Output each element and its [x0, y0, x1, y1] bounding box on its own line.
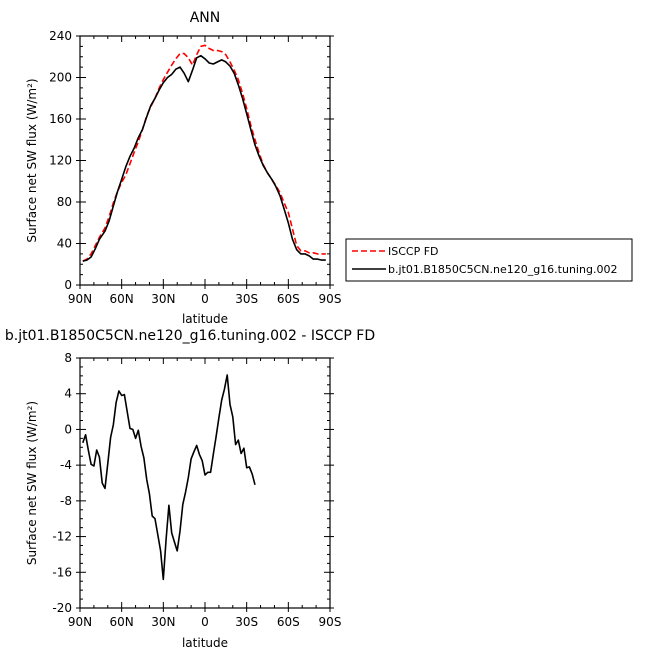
- x-tick-label: 0: [201, 615, 209, 629]
- x-tick-label: 60N: [110, 292, 134, 306]
- legend-label: b.jt01.B1850C5CN.ne120_g16.tuning.002: [388, 263, 617, 276]
- y-tick-label: -16: [52, 565, 72, 579]
- y-tick-label: 8: [64, 351, 72, 365]
- y-tick-label: 0: [64, 422, 72, 436]
- y-tick-label: -8: [60, 494, 72, 508]
- legend: ISCCP FD b.jt01.B1850C5CN.ne120_g16.tunin…: [345, 238, 633, 282]
- x-tick-label: 0: [201, 292, 209, 306]
- x-tick-label: 90N: [68, 615, 92, 629]
- x-tick-label: 60N: [110, 615, 134, 629]
- y-axis-label: Surface net SW flux (W/m²): [25, 78, 39, 242]
- x-tick-label: 30N: [151, 292, 175, 306]
- x-tick-label: 90S: [319, 615, 342, 629]
- y-tick-label: 4: [64, 387, 72, 401]
- x-axis-label: latitude: [182, 636, 228, 650]
- y-tick-label: -12: [52, 530, 72, 544]
- x-tick-label: 30S: [235, 292, 258, 306]
- series-line-1-1: [82, 44, 326, 262]
- y-tick-label: 240: [49, 29, 72, 43]
- y-tick-label: 80: [57, 195, 72, 209]
- chart-title: ANN: [190, 10, 221, 26]
- y-tick-label: -20: [52, 601, 72, 615]
- y-axis-label: Surface net SW flux (W/m²): [25, 401, 39, 565]
- y-tick-label: 40: [57, 237, 72, 251]
- series-line-2-1: [82, 374, 256, 581]
- y-tick-label: 160: [49, 112, 72, 126]
- x-tick-label: 30S: [235, 615, 258, 629]
- chart-panel-1: 90N 60N 30N 0 30S 60S 90S 0 40 80 120 160 200 240 ANN l…: [25, 10, 633, 326]
- legend-box: [345, 238, 633, 282]
- x-tick-label: 90S: [319, 292, 342, 306]
- chart-title: b.jt01.B1850C5CN.ne120_g16.tuning.002 - …: [5, 328, 375, 344]
- chart-panel-2: 90N 60N 30N 0 30S 60S 90S -20 -16 -12 -8 -4 0 4 8 b.jt0…: [5, 328, 375, 650]
- y-tick-label: -4: [60, 458, 72, 472]
- x-tick-label: 60S: [277, 615, 300, 629]
- x-axis-label: latitude: [182, 312, 228, 326]
- x-tick-label: 90N: [68, 292, 92, 306]
- y-tick-label: 200: [49, 71, 72, 85]
- y-tick-label: 0: [64, 278, 72, 292]
- x-tick-label: 60S: [277, 292, 300, 306]
- x-tick-label: 30N: [151, 615, 175, 629]
- plot-frame: [79, 35, 331, 286]
- legend-label: ISCCP FD: [388, 245, 439, 258]
- series-line-1-2: [82, 54, 326, 262]
- y-tick-label: 120: [49, 154, 72, 168]
